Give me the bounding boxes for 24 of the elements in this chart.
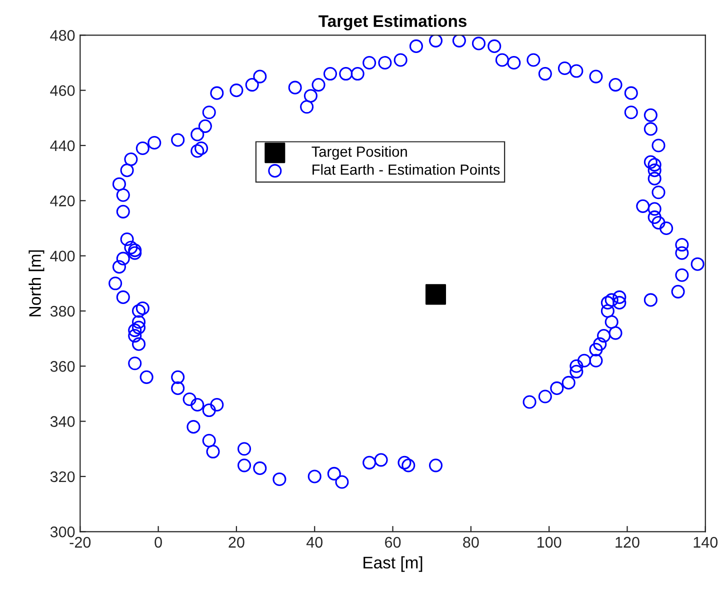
y-tick-label: 300 [50,526,75,538]
x-axis-title: East [m] [364,556,422,572]
y-tick-label: 440 [50,140,75,152]
x-tick-label: 60 [385,536,401,548]
x-tick-label: 20 [228,536,244,548]
legend-label: Flat Earth - Estimation Points [312,164,500,175]
y-axis-title: North [m] [28,250,44,316]
x-tick-label: 80 [463,536,479,548]
x-tick-label: 40 [306,536,323,548]
x-tick-label: 0 [154,536,162,548]
y-tick-label: 320 [50,471,75,482]
x-tick-label: -20 [70,536,91,548]
y-tick-label: 340 [50,416,75,427]
chart-title: Target Estimations [318,14,466,30]
x-tick-label: 100 [538,536,562,548]
legend-label: Target Position [312,146,407,160]
x-tick-label: 140 [694,536,718,548]
y-tick-label: 420 [50,196,75,206]
x-tick-label: 120 [616,536,640,548]
y-tick-label: 480 [50,30,75,41]
y-tick-label: 380 [50,306,75,317]
y-tick-label: 400 [50,250,75,262]
y-tick-label: 360 [50,361,75,372]
y-tick-label: 460 [50,85,75,96]
